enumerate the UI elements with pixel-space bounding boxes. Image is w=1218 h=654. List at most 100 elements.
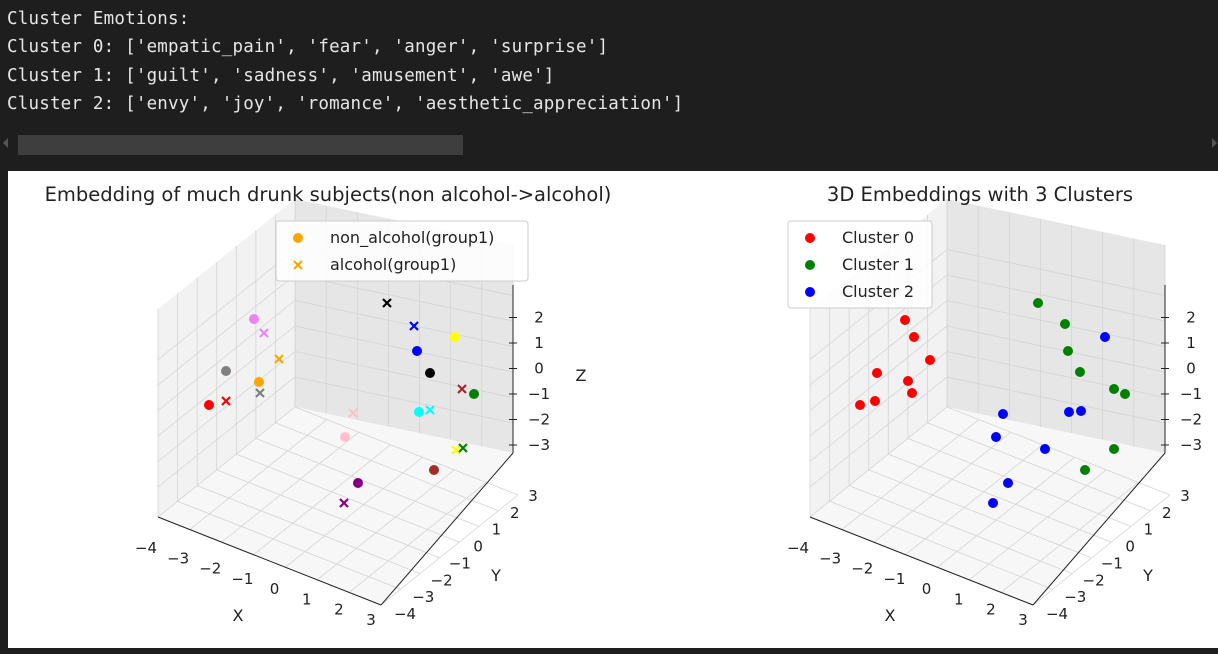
x-axis-line <box>809 516 1034 606</box>
z-axis-label: Z <box>576 366 587 385</box>
scroll-left-icon[interactable] <box>3 138 8 148</box>
data-point <box>1109 444 1119 454</box>
data-point-x <box>293 260 303 270</box>
data-point <box>1080 465 1090 475</box>
floor-pane <box>810 407 1165 605</box>
data-point <box>1075 367 1085 377</box>
data-point <box>1064 407 1074 417</box>
z-tick-label: 0 <box>1186 360 1196 378</box>
z-tick-label: 1 <box>1186 334 1196 352</box>
x-tick-label: −1 <box>231 570 253 588</box>
data-point <box>998 409 1008 419</box>
legend-label: alcohol(group1) <box>330 255 456 274</box>
data-point-x <box>274 354 284 364</box>
gridline <box>829 500 1053 590</box>
y-tick-label: −2 <box>431 571 453 589</box>
data-point <box>1003 478 1013 488</box>
y-tick-label: 2 <box>510 504 520 522</box>
gridline <box>809 274 1166 386</box>
x-tick-label: −3 <box>819 549 841 567</box>
y-tick-label: −4 <box>394 605 416 623</box>
gridline <box>809 249 1166 360</box>
x-tick-label: −2 <box>851 560 873 578</box>
gridline <box>275 422 499 512</box>
figure-output: −4 −3 −2 −1 0 1 2 3 −4 −3 −2 −1 0 1 2 3 −3 −2 −1 0 1 2 X Y Z Embe… <box>8 171 1218 648</box>
gridline <box>1032 494 1171 606</box>
data-point <box>1100 332 1110 342</box>
legend <box>275 220 529 282</box>
data-point <box>991 432 1001 442</box>
y-tick-label: −1 <box>1101 554 1123 572</box>
data-point <box>1076 406 1086 416</box>
x-axis-label: X <box>885 606 896 625</box>
data-point <box>254 377 264 387</box>
left-pane <box>158 199 295 517</box>
x-tick-label: 3 <box>1018 611 1028 629</box>
scroll-right-icon[interactable] <box>1212 138 1217 148</box>
data-point <box>805 260 815 270</box>
gridline <box>221 431 359 543</box>
data-point-x <box>457 384 467 394</box>
z-tick-label: −2 <box>528 411 550 429</box>
data-point-x <box>425 405 435 415</box>
data-point <box>353 478 363 488</box>
gridline <box>1000 482 1139 593</box>
x-axis-line <box>157 516 382 606</box>
data-point <box>909 332 919 342</box>
gridline <box>285 456 423 568</box>
z-tick-label: 2 <box>1186 309 1196 327</box>
legend-label: Cluster 0 <box>842 228 914 247</box>
data-point <box>1033 298 1043 308</box>
data-point <box>425 368 435 378</box>
legend-label: Cluster 2 <box>842 282 914 301</box>
gridline <box>236 453 460 543</box>
x-tick-label: −2 <box>199 560 221 578</box>
z-tick-label: −3 <box>1180 436 1202 454</box>
z-tick-label: 0 <box>534 360 544 378</box>
data-point <box>1063 346 1073 356</box>
data-point <box>1109 384 1119 394</box>
y-tick-label: 0 <box>1125 538 1135 556</box>
y-tick-label: 3 <box>528 487 538 505</box>
gridline <box>255 438 480 527</box>
data-point <box>1120 389 1130 399</box>
floor-pane <box>158 407 513 605</box>
gridline <box>317 469 455 581</box>
data-point <box>900 315 910 325</box>
x-tick-label: 3 <box>366 611 376 629</box>
x-tick-label: 0 <box>270 580 280 598</box>
data-point <box>903 376 913 386</box>
y-tick-label: −1 <box>449 554 471 572</box>
gridline <box>380 494 519 606</box>
gridline <box>868 469 1092 559</box>
z-tick-label: −3 <box>528 436 550 454</box>
y-axis-line <box>1032 452 1166 606</box>
data-point-x <box>221 396 231 406</box>
y-tick-label: 1 <box>492 521 502 539</box>
x-tick-label: 2 <box>986 601 996 619</box>
gridline <box>157 351 514 462</box>
chart-title: 3D Embeddings with 3 Clusters <box>827 183 1133 206</box>
x-tick-label: 2 <box>334 601 344 619</box>
gridline <box>841 419 980 530</box>
data-point <box>412 346 422 356</box>
data-point <box>414 407 424 417</box>
gridline <box>809 376 1166 488</box>
data-point <box>925 355 935 365</box>
y-axis-label: Y <box>1142 566 1153 585</box>
gridline <box>848 485 1073 574</box>
gridline <box>189 419 328 530</box>
z-tick-label: 2 <box>534 309 544 327</box>
gridline <box>157 325 514 437</box>
legend-label: non_alcohol(group1) <box>330 228 494 248</box>
output-line: Cluster Emotions: <box>7 9 190 29</box>
data-point <box>872 368 882 378</box>
z-tick-label: −2 <box>1180 411 1202 429</box>
data-point <box>870 396 880 406</box>
data-point-x <box>255 388 265 398</box>
gridline <box>157 376 514 488</box>
data-point <box>469 389 479 399</box>
data-point-x <box>348 408 358 418</box>
x-tick-label: 1 <box>302 590 312 608</box>
scrollbar-thumb[interactable] <box>18 135 463 155</box>
